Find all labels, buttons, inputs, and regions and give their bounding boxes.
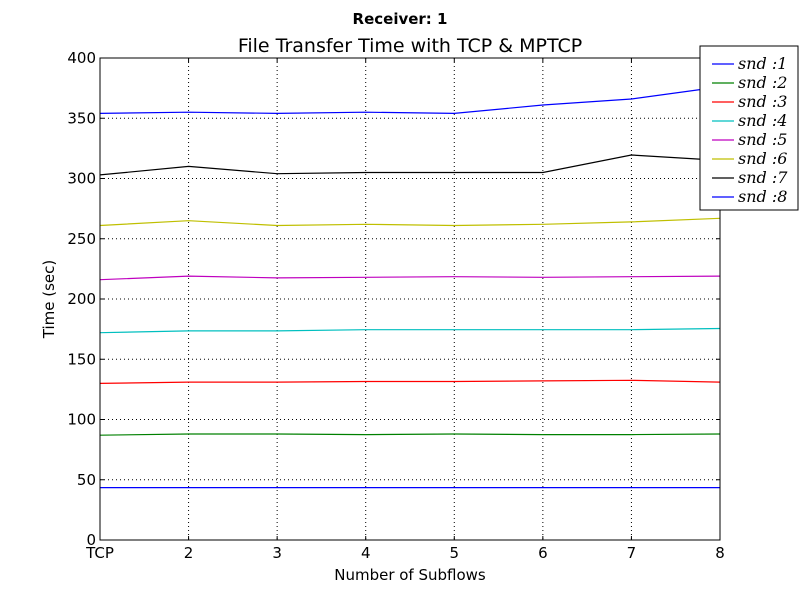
y-tick-label: 100	[67, 411, 96, 429]
y-tick-label: 150	[67, 350, 96, 368]
series-line-6	[99, 217, 721, 227]
legend-label-5: snd :5	[738, 130, 787, 149]
y-axis-label: Time (sec)	[40, 260, 58, 339]
x-tick-label: 8	[715, 544, 725, 562]
y-tick-label: 200	[67, 290, 96, 308]
chart-title: File Transfer Time with TCP & MPTCP	[238, 35, 582, 57]
x-tick-label: 5	[450, 544, 460, 562]
legend-label-8: snd :8	[738, 187, 787, 206]
x-tick-label: TCP	[85, 544, 114, 562]
series-line-5	[99, 275, 721, 281]
legend-label-7: snd :7	[738, 168, 788, 187]
series-line-1	[99, 86, 721, 115]
grid-layer	[100, 58, 720, 540]
legend-label-4: snd :4	[738, 111, 787, 130]
legend-label-2: snd :2	[738, 73, 787, 92]
chart-suptitle: Receiver: 1	[353, 10, 448, 28]
x-tick-label: 7	[627, 544, 637, 562]
legend-label-1: snd :1	[738, 54, 787, 73]
legend-label-3: snd :3	[738, 92, 787, 111]
y-tick-label: 400	[67, 49, 96, 67]
series-layer	[99, 86, 721, 489]
y-tick-label: 350	[67, 109, 96, 127]
x-tick-label: 3	[272, 544, 282, 562]
x-tick-label: 2	[184, 544, 194, 562]
x-tick-label: 6	[538, 544, 548, 562]
series-line-7	[99, 154, 721, 176]
series-line-4	[99, 327, 721, 334]
y-tick-label: 250	[67, 230, 96, 248]
tick-layer: TCP 2 3 4 5 6 7 8 0 50 100 150 200 250 300 350 400	[67, 49, 724, 562]
x-axis-label: Number of Subflows	[334, 566, 486, 584]
y-tick-label: 50	[77, 471, 96, 489]
y-tick-label: 0	[86, 531, 96, 549]
legend-label-6: snd :6	[738, 149, 787, 168]
series-line-3	[99, 379, 721, 384]
series-line-2	[99, 433, 721, 436]
legend-box	[699, 45, 799, 211]
y-tick-label: 300	[67, 170, 96, 188]
x-tick-label: 4	[361, 544, 371, 562]
